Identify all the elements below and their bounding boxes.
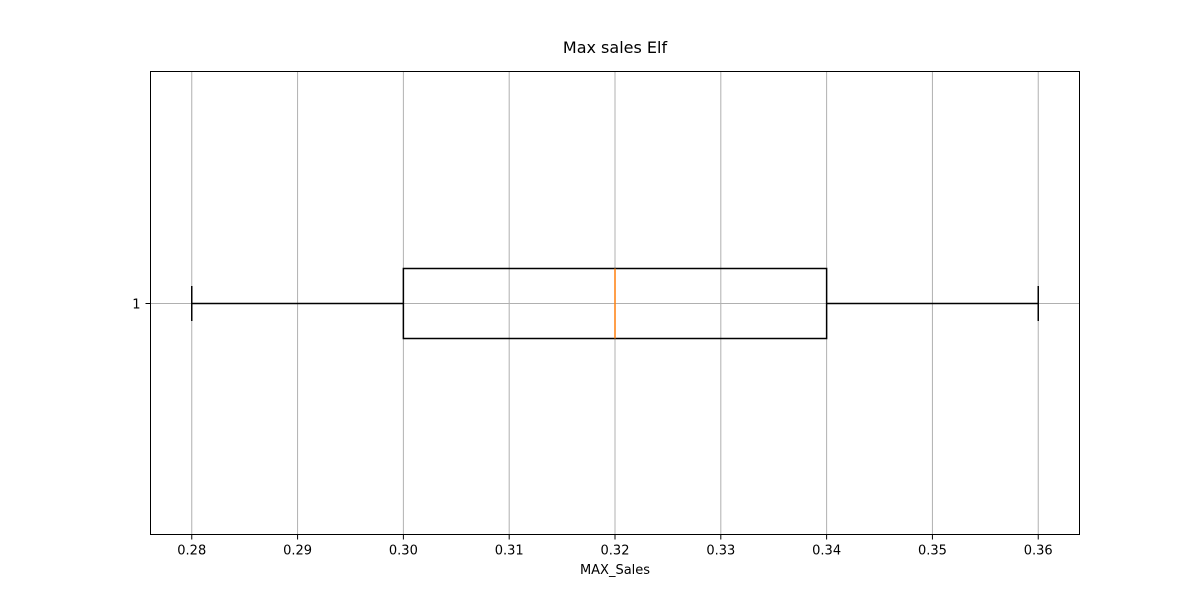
chart-title: Max sales Elf xyxy=(563,38,668,57)
x-axis-ticks: 0.28 0.29 0.30 0.31 0.32 0.33 0.34 0.35 0.36 xyxy=(177,534,1053,559)
x-tick-label: 0.31 xyxy=(495,544,524,559)
x-tick-label: 0.29 xyxy=(283,544,312,559)
x-tick-label: 0.32 xyxy=(601,544,630,559)
x-tick-label: 0.28 xyxy=(177,544,206,559)
x-tick-label: 0.34 xyxy=(812,544,841,559)
x-tick-label: 0.35 xyxy=(918,544,947,559)
x-axis-label: MAX_Sales xyxy=(580,563,650,578)
x-tick-label: 0.33 xyxy=(706,544,735,559)
box-layer xyxy=(191,267,1039,340)
x-tick-label: 0.36 xyxy=(1024,544,1053,559)
y-tick-label: 1 xyxy=(132,298,140,313)
y-axis-ticks: 1 xyxy=(132,298,151,313)
x-tick-label: 0.30 xyxy=(389,544,418,559)
